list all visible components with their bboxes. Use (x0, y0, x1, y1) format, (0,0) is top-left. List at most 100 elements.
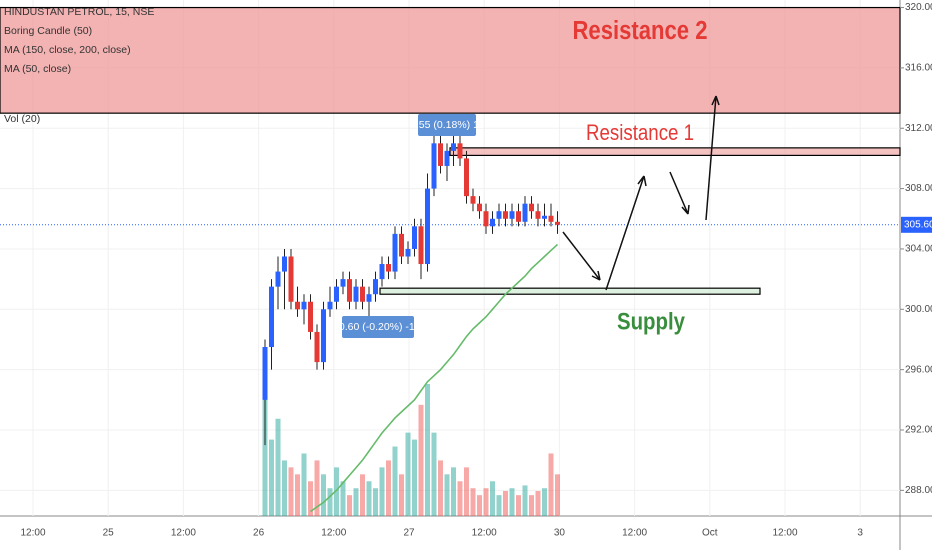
candle-body (529, 203, 534, 212)
zone-label: Resistance 2 (572, 16, 707, 45)
candle-body (321, 309, 326, 363)
y-tick-label: 316.00 (905, 63, 932, 74)
candle-body (496, 211, 502, 219)
volume-bar (269, 439, 274, 516)
candle-body (386, 264, 391, 272)
arrow (669, 171, 690, 215)
volume-bar (340, 481, 346, 516)
volume-bar (516, 495, 521, 516)
volume-bar (555, 474, 560, 516)
x-tick-label: 12:00 (171, 528, 196, 539)
ma-line (310, 243, 559, 513)
volume-bar (431, 432, 437, 516)
volume (262, 384, 560, 516)
volume-bar (548, 453, 554, 516)
y-tick-label: 296.00 (905, 364, 932, 375)
volume-bar (490, 481, 495, 516)
candle-body (431, 143, 437, 189)
volume-bar (275, 418, 281, 516)
x-tick-label: 12:00 (20, 528, 45, 539)
candle-body (470, 196, 476, 204)
annotation: -0.60 (-0.20%) -12 (335, 321, 420, 333)
volume-bar (334, 467, 339, 516)
volume-bar (522, 485, 528, 516)
volume-bar (399, 474, 404, 516)
candle-body (347, 279, 352, 302)
zone-label: Supply (617, 308, 686, 335)
candle-body (269, 286, 274, 348)
volume-bar (496, 495, 502, 516)
candle-body (522, 203, 528, 222)
zone-label: Resistance 1 (586, 121, 694, 145)
candle-body (308, 301, 313, 332)
volume-bar (451, 467, 456, 516)
y-tick-label: 308.00 (905, 183, 932, 194)
arrows (562, 95, 720, 291)
x-tick-label: Oct (702, 528, 718, 539)
volume-bar (347, 495, 352, 516)
candle-body (282, 256, 287, 272)
candle-body (379, 264, 385, 280)
candle-body (405, 248, 411, 257)
candle-body (490, 218, 495, 227)
candle-body (542, 215, 547, 219)
arrow (605, 175, 647, 291)
volume-bar (321, 474, 326, 516)
volume-bar (262, 390, 268, 516)
candle-body (392, 233, 398, 272)
volume-bar (288, 467, 294, 516)
y-tick-label: 304.00 (905, 244, 932, 255)
volume-bar (412, 439, 417, 516)
volume-bar (392, 446, 398, 516)
legend-item: Boring Candle (50) (4, 25, 92, 37)
volume-bar (295, 474, 300, 516)
legend-item: MA (150, close, 200, close) (4, 44, 131, 56)
candle-body (457, 143, 463, 159)
zones (0, 0, 901, 516)
candle-body (275, 271, 281, 287)
candle-body (418, 226, 424, 265)
x-tick-label: 12:00 (622, 528, 647, 539)
candle-body (366, 294, 372, 302)
volume-bar (314, 460, 320, 516)
volume-bar (438, 460, 443, 516)
x-tick-label: 30 (554, 528, 566, 539)
candle-body (483, 211, 489, 227)
volume-bar (405, 432, 411, 516)
candle-body (477, 203, 482, 212)
candle-body (295, 301, 300, 310)
arrow (562, 231, 601, 281)
candle-body (353, 286, 359, 302)
candle-body (360, 286, 365, 302)
candle-body (451, 143, 456, 151)
candle-body (262, 347, 268, 400)
volume-bar (418, 404, 424, 516)
y-tick-label: 320.00 (905, 2, 932, 13)
x-tick-label: 12:00 (772, 528, 797, 539)
candle-body (438, 143, 443, 166)
candle-body (334, 286, 339, 302)
zone (0, 6, 901, 114)
volume-bar (353, 488, 359, 516)
candle-body (503, 211, 508, 219)
volume-bar (464, 467, 469, 516)
candle-body (555, 221, 560, 225)
candle-body (535, 211, 541, 219)
zone (379, 287, 761, 295)
volume-bar (386, 460, 391, 516)
candle-body (516, 211, 521, 222)
volume-bar (444, 474, 450, 516)
candle-body (314, 331, 320, 363)
x-tick-label: 26 (253, 528, 265, 539)
volume-bar (503, 490, 508, 516)
legend-item: Vol (20) (4, 113, 40, 125)
annotation-box (342, 316, 414, 338)
candle-body (301, 301, 307, 310)
volume-bar (327, 488, 333, 516)
x-tick-label: 12:00 (472, 528, 497, 539)
volume-bar (457, 481, 463, 516)
candle-body (340, 279, 346, 287)
x-tick-label: 25 (103, 528, 115, 539)
volume-bar (535, 490, 541, 516)
